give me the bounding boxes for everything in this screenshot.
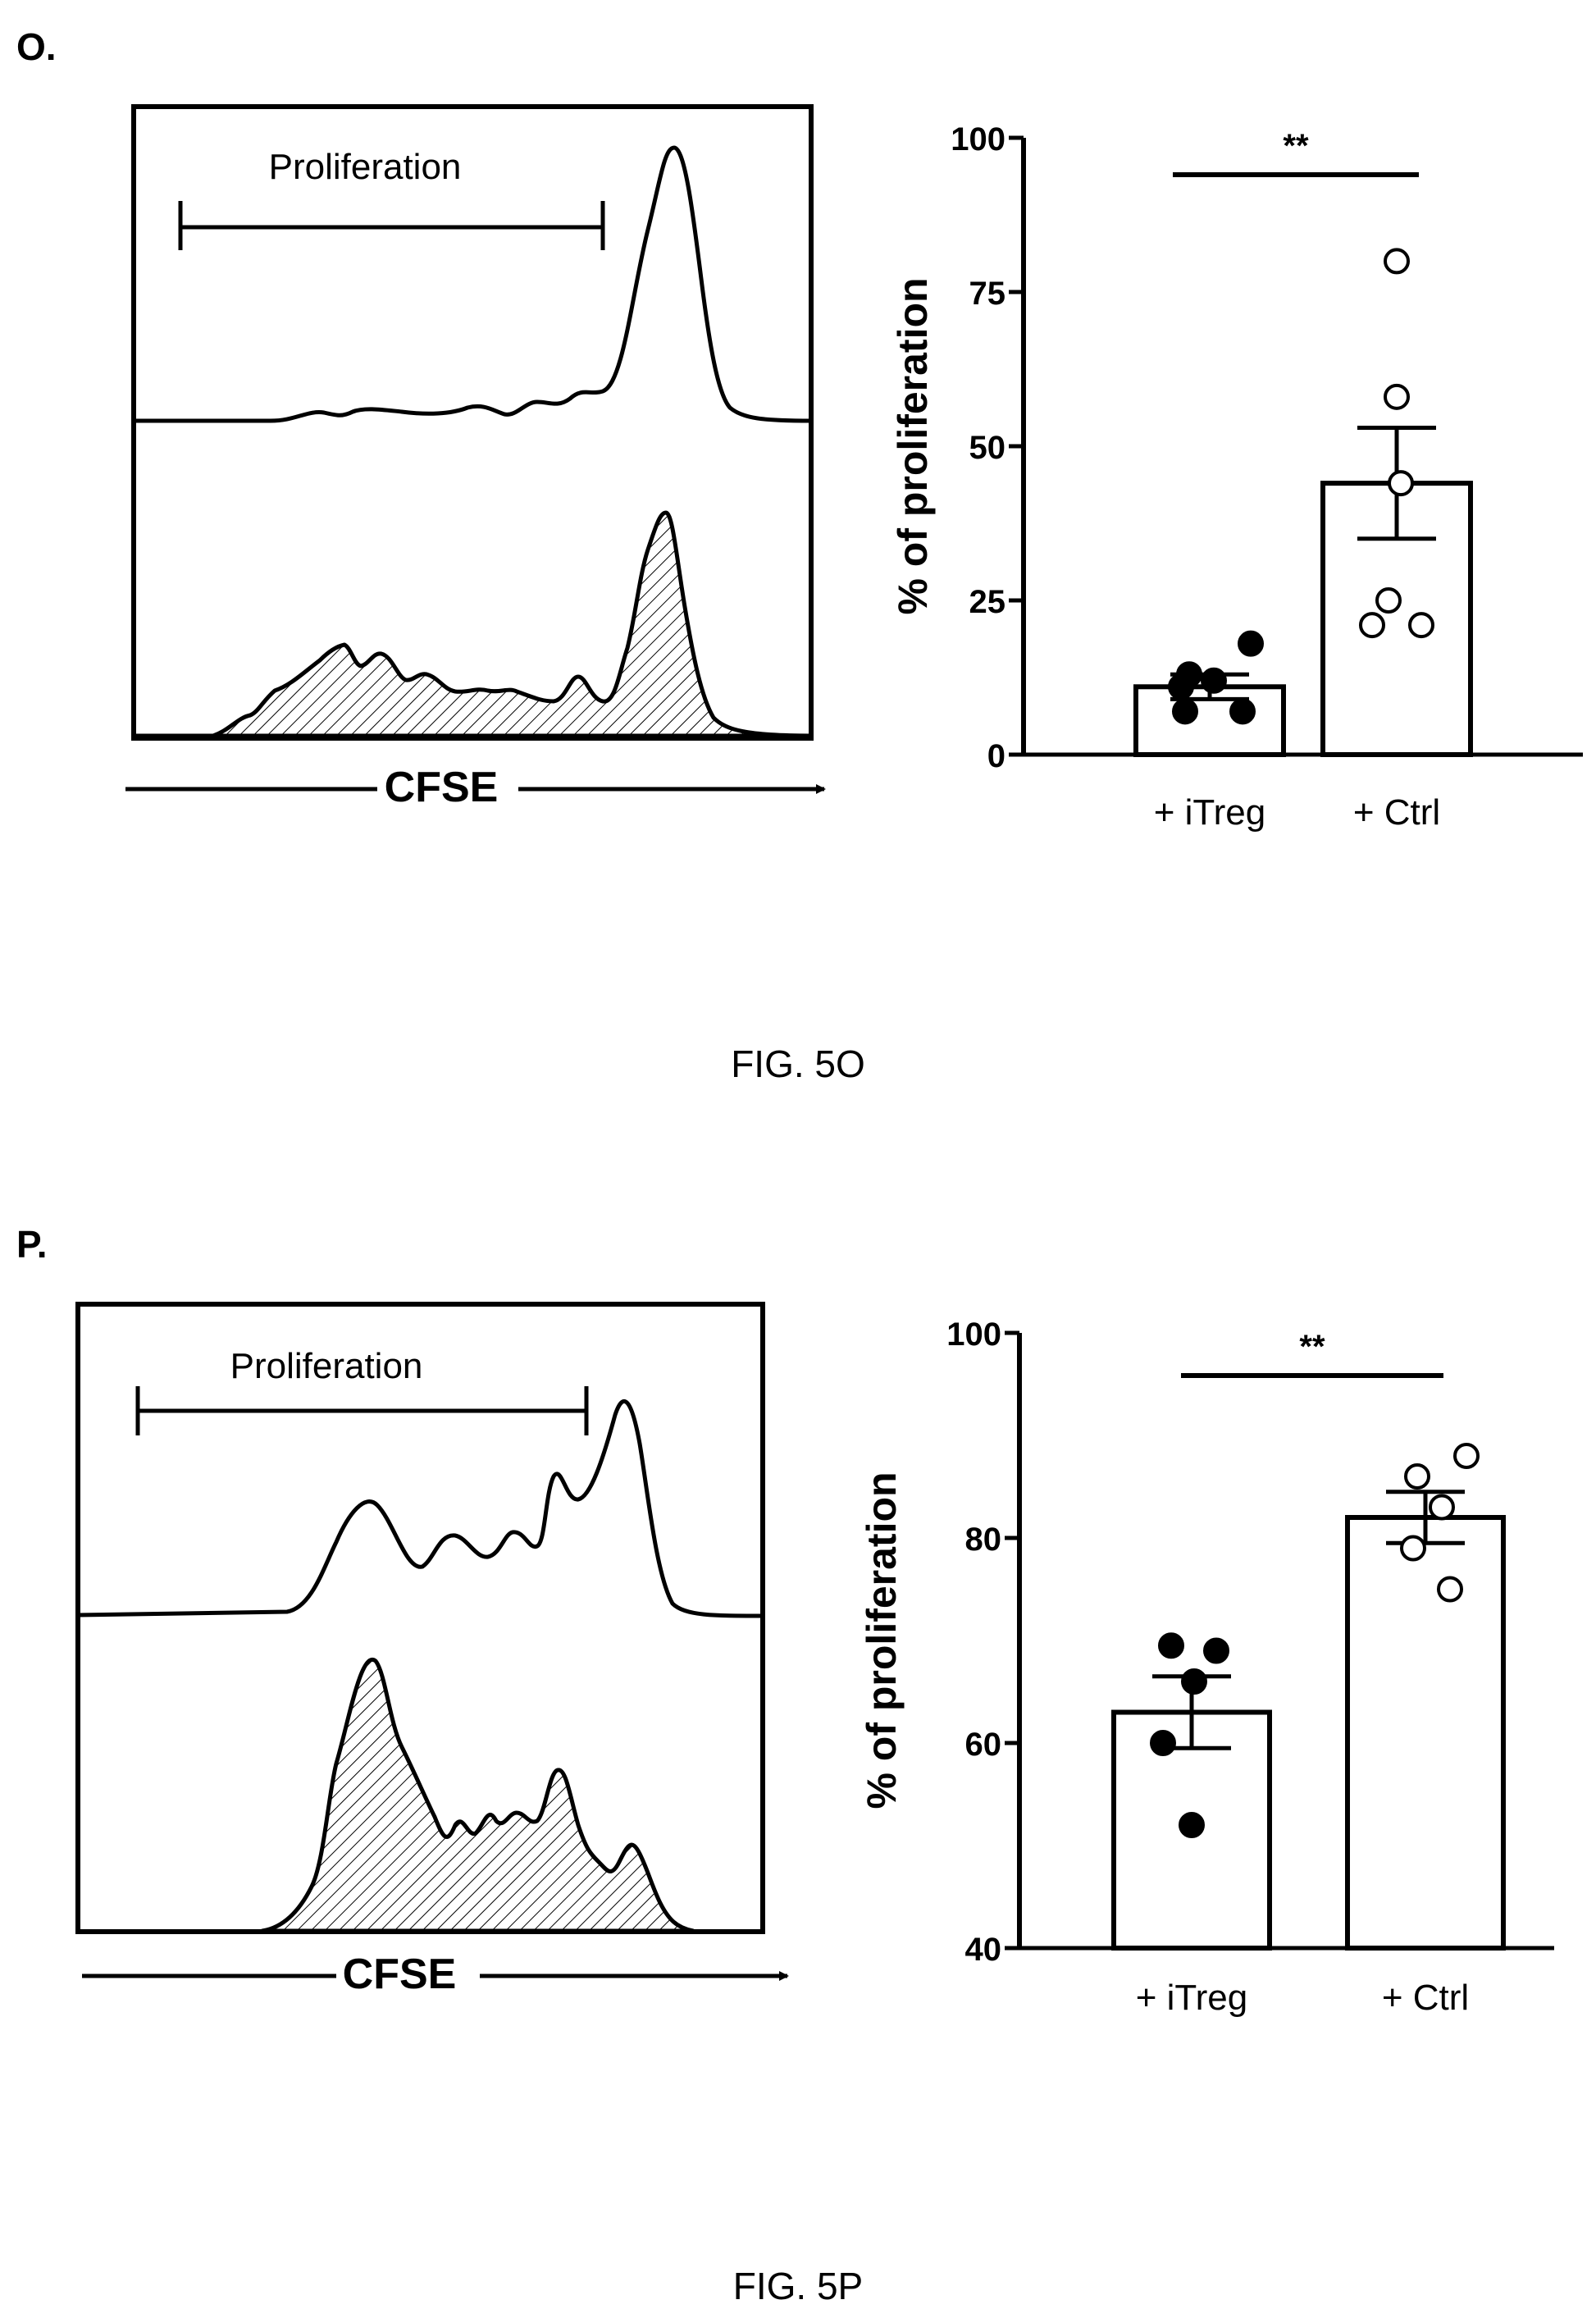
y-tick-label: 100 — [946, 1316, 1001, 1353]
ctrl-histogram-trace — [134, 145, 812, 423]
y-tick-label: 0 — [987, 738, 1005, 774]
y-tick-label: 25 — [969, 584, 1006, 620]
figure-caption-5p: FIG. 5P — [732, 2265, 864, 2307]
proliferation-gate-bracket — [135, 1386, 589, 1435]
bar-ctrl — [1345, 1515, 1506, 1951]
data-point — [1404, 1463, 1430, 1490]
data-point — [1375, 587, 1402, 614]
panel-letter-p: P. — [16, 1223, 48, 1266]
y-tick-label: 75 — [969, 276, 1006, 312]
histogram-panel-o: Proliferation CFSE — [125, 104, 826, 811]
significance-marker: ** — [1299, 1329, 1325, 1365]
data-point — [1150, 1730, 1176, 1756]
data-point — [1388, 470, 1414, 497]
cfse-axis-label: CFSE — [343, 1951, 457, 1998]
histogram-panel-p: Proliferation CFSE — [75, 1302, 789, 1998]
data-point — [1384, 383, 1410, 410]
panel-letter-o: O. — [16, 25, 57, 68]
proliferation-gate-bracket — [178, 201, 605, 250]
data-point — [1408, 612, 1434, 639]
gate-label: Proliferation — [269, 147, 462, 187]
category-label: + Ctrl — [1353, 792, 1440, 833]
data-point — [1203, 1637, 1229, 1664]
data-point — [1429, 1494, 1455, 1521]
data-point — [1400, 1535, 1426, 1562]
data-point — [1172, 698, 1198, 725]
gate-label: Proliferation — [230, 1346, 423, 1386]
data-point — [1229, 698, 1256, 725]
category-label: + iTreg — [1136, 1978, 1248, 2018]
y-tick-label: 100 — [951, 121, 1005, 157]
y-axis-label: % of proliferation — [890, 277, 936, 614]
data-point — [1238, 630, 1264, 657]
significance-marker: ** — [1283, 128, 1309, 164]
data-point — [1168, 673, 1194, 700]
category-label: + Ctrl — [1382, 1978, 1469, 2018]
data-point — [1437, 1576, 1463, 1603]
data-point — [1201, 667, 1227, 694]
y-tick-label: 50 — [969, 430, 1006, 466]
itreg-histogram-filled — [260, 1657, 695, 1933]
data-point — [1181, 1668, 1207, 1695]
data-point — [1453, 1443, 1480, 1469]
data-point — [1179, 1812, 1205, 1838]
y-axis-label: % of proliferation — [859, 1472, 905, 1809]
figure-caption-5o: FIG. 5O — [731, 1043, 865, 1085]
y-tick-label: 40 — [965, 1932, 1002, 1968]
bar-chart-o: 0 25 50 75 100 % of proliferation + iTreg + Ctr… — [890, 121, 1583, 833]
bar-chart-p: 40 60 80 100 % of proliferation + iTreg + Ctrl… — [859, 1316, 1554, 2018]
itreg-histogram-filled — [131, 510, 814, 738]
category-label: + iTreg — [1154, 792, 1266, 833]
data-point — [1359, 612, 1385, 639]
y-tick-label: 80 — [965, 1522, 1002, 1558]
ctrl-histogram-trace — [77, 1399, 764, 1618]
y-tick-label: 60 — [965, 1727, 1002, 1763]
cfse-axis-label: CFSE — [385, 764, 499, 811]
data-point — [1384, 248, 1410, 275]
data-point — [1158, 1632, 1184, 1659]
